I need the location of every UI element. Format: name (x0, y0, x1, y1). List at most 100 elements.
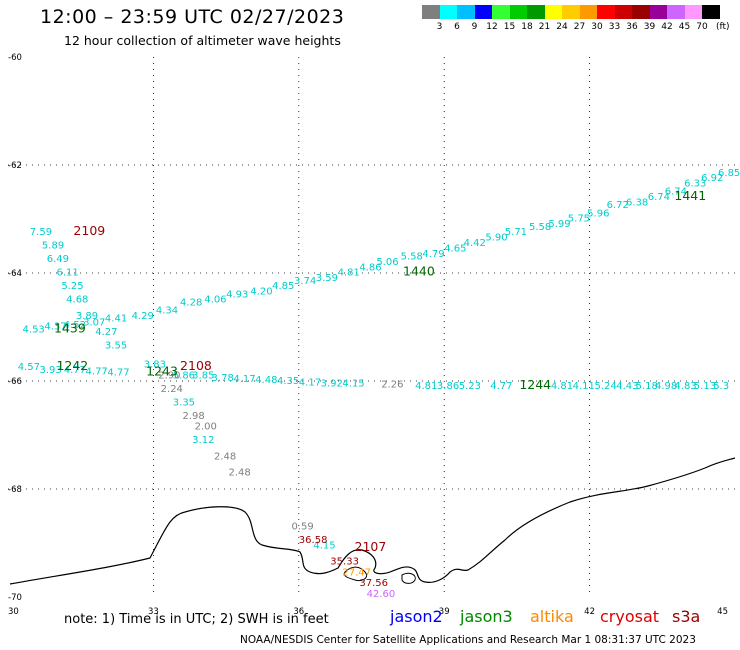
wave-height-label: 5.71 (505, 227, 527, 238)
wave-height-label: 4.81 (415, 381, 437, 392)
legend-label: 15 (503, 22, 516, 32)
lat-tick-label: -70 (8, 593, 22, 603)
wave-height-label: 2.90 (158, 370, 180, 381)
wave-height-label: 4.98 (655, 381, 677, 392)
pass-time-label: 1441 (674, 188, 706, 203)
wave-height-label: 4.86 (359, 262, 381, 273)
legend-swatch (702, 5, 720, 19)
wave-height-label: 6.49 (47, 254, 69, 265)
wave-height-label: 6.11 (56, 268, 78, 279)
lon-tick-label: 36 (293, 607, 304, 617)
wave-height-label: 2.00 (195, 422, 217, 433)
legend-label: 18 (521, 22, 533, 32)
wave-height-label: 4.77 (86, 367, 108, 378)
wave-height-label: 4.83 (674, 381, 696, 392)
wave-height-label: 3.92 (321, 378, 343, 389)
footer-note: note: 1) Time is in UTC; 2) SWH is in fe… (64, 612, 329, 627)
legend-labels: 3 6 9 12 15 18 21 24 27 30 33 36 39 42 45 70 (422, 22, 740, 34)
legend-swatch (562, 5, 580, 19)
chart-subtitle: 12 hour collection of altimeter wave hei… (64, 33, 341, 48)
wave-height-label: 4.53 (23, 324, 45, 335)
legend-label: 33 (608, 22, 621, 32)
lat-tick-label: -60 (8, 53, 22, 63)
axis-ticks: -60 -62 -64 -66 -68 -70 30 33 36 39 42 45 (8, 53, 728, 617)
wave-height-label: 35.33 (330, 557, 359, 568)
chart-title: 12:00 – 23:59 UTC 02/27/2023 (40, 6, 345, 28)
wave-height-label: 3.78 (212, 373, 234, 384)
wave-height-label: 5.13 (694, 381, 716, 392)
legend-label: 24 (556, 22, 568, 32)
wave-height-label: 4.77 (490, 381, 512, 392)
wave-height-label: 3.55 (105, 341, 127, 352)
wave-height-label: 4.11 (573, 381, 595, 392)
wave-height-label: 2.98 (182, 411, 204, 422)
wave-height-label: 4.42 (464, 238, 486, 249)
wave-height-label: 4.65 (444, 243, 466, 254)
legend-swatch (457, 5, 475, 19)
legend-swatch (527, 5, 545, 19)
wave-height-label: 5.90 (485, 233, 507, 244)
lat-tick-label: -62 (8, 161, 22, 171)
coastline (9, 457, 736, 585)
pass-time-label: 1242 (56, 358, 88, 373)
wave-height-label: 4.85 (272, 281, 294, 292)
legend-swatch (422, 5, 440, 19)
wave-height-label: 3.74 (294, 276, 316, 287)
lat-tick-label: -68 (8, 485, 22, 495)
wave-height-label: 6.38 (626, 198, 648, 209)
pass-time-label: 2107 (355, 539, 387, 554)
coastline-island (401, 572, 416, 584)
wave-height-label: 5.3 (713, 381, 729, 392)
wave-height-label: 4.48 (255, 375, 277, 386)
wave-height-label: 4.57 (18, 362, 40, 373)
legend-swatch (614, 5, 632, 19)
legend-label: 12 (486, 22, 498, 32)
pass-time-label: 2108 (180, 358, 212, 373)
wave-height-label: 36.58 (299, 535, 328, 546)
legend-label: 9 (471, 22, 478, 32)
wave-height-label: 4.34 (156, 306, 178, 317)
lon-tick-label: 42 (584, 607, 595, 617)
wave-height-label: 4.37 (44, 322, 66, 333)
wave-height-label: 3.35 (173, 397, 195, 408)
wave-height-label: 5.96 (587, 208, 609, 219)
pass-time-label: 1243 (146, 364, 178, 379)
legend-label: 42 (661, 22, 673, 32)
legend-swatch (579, 5, 597, 19)
legend-swatch (439, 5, 457, 19)
wave-height-label: 6.72 (607, 200, 629, 211)
wave-height-label: 4.17 (233, 374, 255, 385)
wave-height-label: 4.28 (180, 297, 202, 308)
wave-height-label: 6.33 (684, 179, 706, 190)
pass-time-label: 1440 (403, 264, 435, 279)
legend-label: 27 (573, 22, 586, 32)
wave-height-label: 4.41 (105, 314, 127, 325)
wave-height-label: 4.15 (342, 378, 364, 389)
legend-label: 30 (591, 22, 603, 32)
legend-swatch (632, 5, 650, 19)
wave-height-label: 4.93 (226, 289, 248, 300)
color-legend (422, 5, 720, 19)
wave-height-label: 4.77 (64, 365, 86, 376)
wave-height-label: 6.74 (648, 192, 670, 203)
wave-height-label: 3.89 (76, 311, 98, 322)
wave-height-label: 4.68 (66, 295, 88, 306)
satellite-altika: altika (530, 607, 574, 626)
wave-height-label: 2.48 (229, 468, 251, 479)
wave-height-label: 2.26 (381, 379, 403, 390)
wave-height-label: 5.99 (548, 219, 570, 230)
wave-height-label: 5.75 (568, 214, 590, 225)
legend-swatch (597, 5, 615, 19)
wave-height-label: 4.06 (204, 295, 226, 306)
legend-swatch (492, 5, 510, 19)
legend-label: 36 (626, 22, 638, 32)
wave-height-label: 2.24 (161, 384, 183, 395)
wave-height-label: 37.56 (359, 578, 388, 589)
legend-swatch (649, 5, 667, 19)
wave-height-label: 0.59 (292, 522, 314, 533)
wave-height-label: 2.48 (214, 451, 236, 462)
lat-tick-label: -64 (8, 269, 22, 279)
wave-height-label: 6.74 (665, 187, 687, 198)
credit-line: NOAA/NESDIS Center for Satellite Applica… (240, 634, 696, 646)
wave-height-labels: 7.59 5.89 6.49 6.11 5.25 4.68 3.89 4.53 4.374.52… (18, 168, 740, 600)
